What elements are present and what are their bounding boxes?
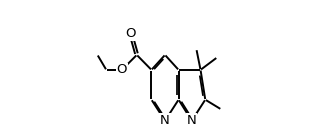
Text: O: O <box>117 63 127 76</box>
Text: N: N <box>160 114 170 127</box>
Text: O: O <box>126 27 136 40</box>
Text: N: N <box>187 114 197 127</box>
